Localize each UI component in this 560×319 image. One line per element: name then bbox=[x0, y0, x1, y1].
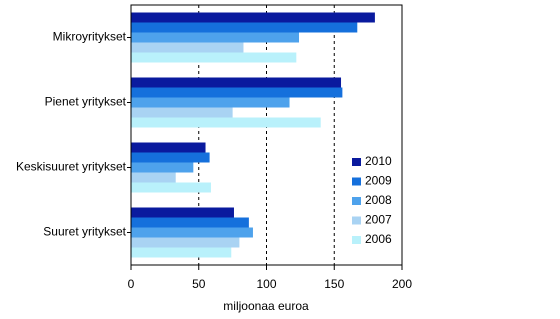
y-tick-label: Suuret yritykset bbox=[43, 225, 126, 239]
bar bbox=[131, 107, 233, 118]
bar bbox=[131, 172, 176, 183]
bar bbox=[131, 227, 253, 238]
legend-label: 2007 bbox=[365, 213, 392, 227]
bar bbox=[131, 87, 343, 98]
bar bbox=[131, 42, 244, 53]
bar bbox=[131, 52, 297, 63]
bar bbox=[131, 182, 211, 193]
legend-swatch bbox=[352, 158, 361, 166]
legend-swatch bbox=[352, 197, 361, 205]
bar bbox=[131, 117, 321, 128]
y-tick-label: Keskisuuret yritykset bbox=[16, 160, 127, 174]
bar bbox=[131, 217, 249, 228]
bar bbox=[131, 32, 300, 43]
x-tick-label: 100 bbox=[256, 277, 276, 291]
bar bbox=[131, 22, 358, 33]
legend-label: 2010 bbox=[365, 154, 392, 168]
bar bbox=[131, 142, 206, 153]
bar bbox=[131, 207, 234, 218]
bar bbox=[131, 152, 210, 163]
bar bbox=[131, 12, 375, 23]
legend-label: 2009 bbox=[365, 174, 392, 188]
legend-swatch bbox=[352, 216, 361, 225]
plot-frame bbox=[130, 4, 403, 266]
bar bbox=[131, 97, 290, 108]
x-tick-label: 0 bbox=[128, 277, 135, 291]
legend-swatch bbox=[352, 177, 361, 186]
legend-label: 2008 bbox=[365, 193, 392, 207]
x-tick-label: 50 bbox=[192, 277, 206, 291]
bar bbox=[131, 162, 194, 173]
bar bbox=[131, 77, 342, 88]
x-axis-label: miljoonaa euroa bbox=[223, 299, 309, 313]
y-tick-label: Pienet yritykset bbox=[45, 95, 127, 109]
y-tick-label: Mikroyritykset bbox=[53, 30, 127, 44]
bar bbox=[131, 247, 232, 258]
legend-swatch bbox=[352, 236, 361, 244]
legend-label: 2006 bbox=[365, 232, 392, 246]
x-tick-label: 150 bbox=[324, 277, 344, 291]
bar bbox=[131, 237, 240, 248]
x-tick-label: 200 bbox=[392, 277, 412, 291]
